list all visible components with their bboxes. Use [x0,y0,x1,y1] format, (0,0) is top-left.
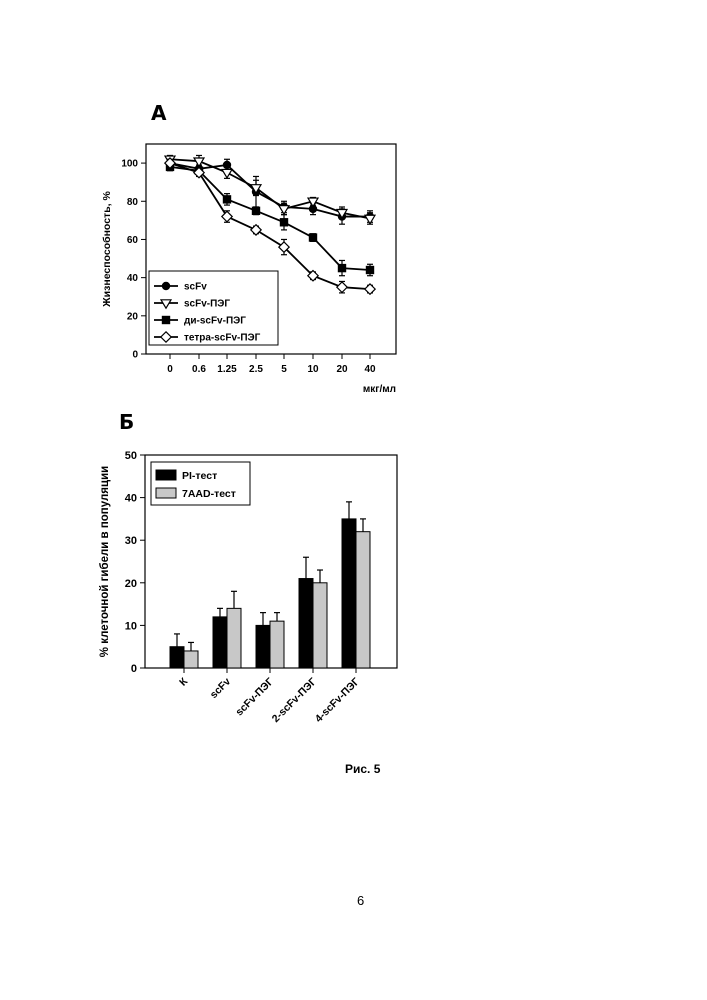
panel-b-label: Б [119,410,134,434]
data-point [338,264,346,272]
y-tick-label: 80 [127,197,139,208]
legend-marker [162,282,170,290]
y-tick-label: 60 [127,235,139,246]
data-point [309,233,317,241]
data-point [279,206,289,214]
x-tick-label: 0 [167,364,173,375]
x-tick-label: 0.6 [192,364,206,375]
data-point [280,218,288,226]
data-point [366,266,374,274]
y-tick-label: 0 [132,350,138,361]
legend: scFv scFv-ПЭГ ди-scFv-ПЭГ тетра-scFv-ПЭГ [149,271,278,345]
legend-label: scFv-ПЭГ [184,299,230,310]
y-axis-label: Жизнеспособность, % [101,191,113,308]
x-tick-label: 2.5 [249,364,263,375]
x-tick-label: 10 [307,364,319,375]
x-tick-label: 40 [364,364,376,375]
figure-caption: Рис. 5 [345,762,380,776]
y-tick-label: 40 [127,273,139,284]
y-tick-label: 100 [121,159,138,170]
data-point [251,225,261,235]
x-tick-label: 1.25 [217,364,237,375]
legend-label: тетра-scFv-ПЭГ [184,333,261,344]
data-point [222,211,232,221]
x-tick-label: 20 [336,364,348,375]
legend-label: scFv [184,282,207,293]
data-point [223,195,231,203]
data-point [252,207,260,215]
x-tick-label: 5 [281,364,287,375]
data-point [337,282,347,292]
data-point [365,215,375,223]
x-axis-label: мкг/мл [363,384,396,395]
data-point [365,284,375,294]
legend-marker [162,316,170,324]
y-tick-label: 20 [127,311,139,322]
legend-label: ди-scFv-ПЭГ [184,316,246,327]
page-number: 6 [357,893,364,908]
